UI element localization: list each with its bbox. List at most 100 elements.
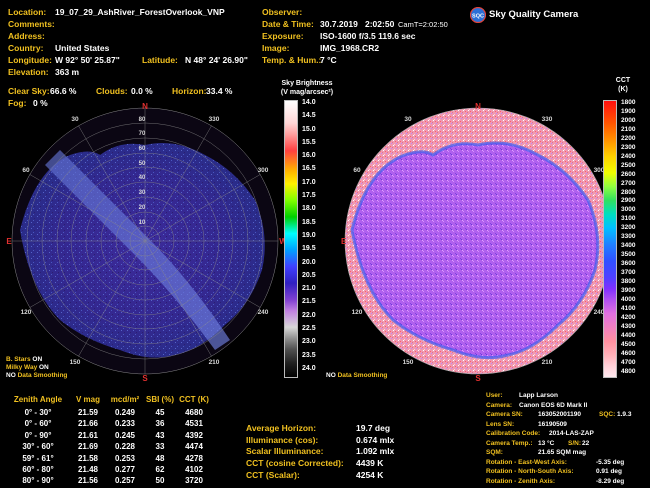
- right-az-30: 30: [404, 116, 412, 123]
- image-value: IMG_1968.CR2: [320, 43, 380, 53]
- rot-z-row: Rotation - Zenith Axis: -8.29 deg: [486, 477, 646, 487]
- lenssn-row: Lens SN: 16190509: [486, 420, 646, 430]
- fog-value: 0 %: [33, 98, 48, 108]
- cct-tick: 2300: [621, 143, 636, 151]
- bstars-label: B. Stars: [6, 356, 31, 363]
- left-compass-w: W: [279, 237, 287, 246]
- zenith-table-cell: 0.233: [114, 419, 136, 429]
- cct-tick: 4800: [621, 367, 636, 375]
- location-label: Location:: [8, 7, 47, 17]
- cct-tick: 4100: [621, 304, 636, 312]
- cct-tick: 4000: [621, 295, 636, 303]
- zenith-table-cell: 45: [155, 408, 165, 417]
- summary-value: 1.092 mlx: [356, 446, 395, 457]
- left-az-240: 240: [258, 309, 269, 316]
- elevation-value: 363 m: [55, 67, 80, 77]
- zenith-tick-20: 20: [139, 205, 146, 211]
- zenith-table-header: CCT (K): [179, 395, 209, 404]
- sky-brightness-tick: 18.0: [302, 205, 316, 213]
- sky-brightness-title-2: (V mag/arcsec²): [280, 89, 334, 96]
- smoothing-label-right: Data Smoothing: [337, 372, 388, 379]
- calib-label: Calibration Code:: [486, 430, 541, 437]
- sky-brightness-tick: 21.5: [302, 298, 316, 306]
- cct-tick: 2500: [621, 161, 636, 169]
- longitude-label: Longitude:: [8, 55, 52, 65]
- zenith-tick-40: 40: [139, 175, 146, 181]
- cct-tick: 3800: [621, 278, 636, 286]
- sky-brightness-title: Sky Brightness (V mag/arcsec²): [272, 79, 342, 97]
- lenssn-value: 16190509: [538, 420, 567, 428]
- lenssn-label: Lens SN:: [486, 420, 515, 428]
- sky-brightness-tick: 20.5: [302, 271, 316, 279]
- cct-tick: 3600: [621, 260, 636, 268]
- zenith-table-cell: 0.277: [114, 465, 136, 474]
- date-value: 30.7.2019: [320, 19, 358, 29]
- cct-tick: 4200: [621, 313, 636, 321]
- left-compass-n: N: [142, 102, 148, 111]
- left-az-30: 30: [71, 116, 79, 123]
- zenith-table-cell: 21.58: [77, 453, 99, 463]
- zenith-table-cell: 4680: [185, 408, 203, 417]
- zenith-table-cell: 0.245: [114, 430, 136, 440]
- zenith-table-header: V mag: [75, 395, 100, 404]
- left-az-330: 330: [209, 116, 220, 123]
- clear-sky-value: 66.6 %: [50, 86, 77, 96]
- milkyway-label: Milky Way: [6, 364, 38, 371]
- zenith-table-cell: 62: [155, 465, 165, 474]
- sky-brightness-tick: 20.0: [302, 258, 316, 266]
- sky-brightness-tick: 17.0: [302, 178, 316, 186]
- sky-brightness-colorbar: [284, 100, 298, 378]
- zenith-table-cell: 0.249: [114, 408, 136, 417]
- camtemp-label: Camera Temp.:: [486, 439, 533, 447]
- sqm-row: SQM: 21.65 SQM mag: [486, 448, 646, 458]
- zenith-table-cell: 4102: [185, 465, 203, 474]
- zenith-table-cell: 21.66: [77, 419, 99, 429]
- smoothing-label-left: Data Smoothing: [17, 372, 68, 379]
- zenith-table-cell: 48: [155, 453, 165, 463]
- latitude-label: Latitude:: [142, 55, 178, 65]
- zenith-table-cell: 21.48: [77, 465, 99, 474]
- sqc-label: SQC:: [599, 411, 616, 418]
- cct-tick: 2400: [621, 152, 636, 160]
- right-az-300: 300: [594, 167, 605, 174]
- cct-title-2: (K): [618, 86, 628, 93]
- sky-brightness-tick: 21.0: [302, 285, 316, 293]
- sky-brightness-tick: 17.5: [302, 192, 316, 200]
- rot-ns-value: 0.91 deg: [596, 468, 623, 475]
- sqc-value: 1.9.3: [617, 411, 632, 418]
- datetime-label: Date & Time:: [262, 19, 314, 29]
- summary-label: CCT (cosine Corrected):: [246, 458, 344, 469]
- left-az-210: 210: [209, 359, 220, 366]
- sky-brightness-tick: 22.0: [302, 311, 316, 319]
- cct-tick: 2200: [621, 134, 636, 142]
- latitude-value: N 48° 24' 26.90": [185, 55, 248, 65]
- zenith-table-cell: 30° - 60°: [22, 442, 54, 452]
- brand-name: Sky Quality Camera: [489, 9, 579, 20]
- sky-brightness-tick: 14.5: [302, 112, 316, 120]
- comments-label: Comments:: [8, 19, 55, 29]
- summary-value: 19.7 deg: [356, 423, 391, 433]
- zenith-table-cell: 4278: [185, 453, 203, 463]
- country-value: United States: [55, 43, 110, 53]
- zenith-table-cell: 33: [155, 442, 165, 452]
- right-compass-s: S: [475, 374, 481, 383]
- sky-brightness-tick: 24.0: [302, 364, 316, 372]
- rot-ew-row: Rotation - East-West Axis: -5.35 deg: [486, 458, 646, 468]
- brand-logo: SQC: [469, 6, 487, 28]
- zenith-tick-80: 80: [139, 117, 146, 123]
- zenith-tick-10: 10: [139, 220, 146, 226]
- zenith-table-cell: 4392: [185, 430, 203, 440]
- sn-label: S/N:: [568, 439, 581, 447]
- right-compass-n: N: [475, 102, 481, 111]
- right-az-210: 210: [542, 359, 553, 366]
- zenith-table-cell: 0.257: [114, 476, 136, 486]
- time-value: 2:02:50: [365, 19, 395, 29]
- sky-brightness-tick: 14.0: [302, 99, 316, 106]
- address-label: Address:: [8, 31, 45, 41]
- user-row: User: Lapp Larson: [486, 391, 646, 401]
- cct-polar-plot: N S E W 30 60 120 150 210 240 300 330: [341, 102, 614, 383]
- cct-tick: 2800: [621, 188, 636, 196]
- zenith-table-cell: 21.59: [77, 408, 99, 417]
- zenith-table-cell: 0° - 30°: [24, 408, 52, 417]
- sqm-value: 21.65 SQM mag: [538, 449, 587, 456]
